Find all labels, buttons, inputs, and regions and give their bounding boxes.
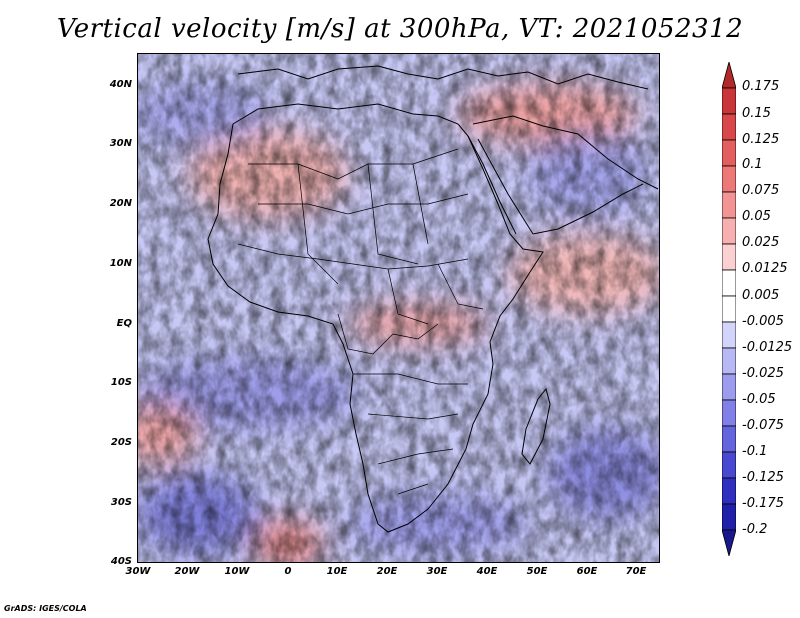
colorbar-segment-5	[722, 191, 736, 219]
colorbar-segment-18	[722, 529, 736, 556]
lat-label-30s: 30S	[110, 497, 132, 508]
colorbar-label-6: 0.025	[742, 235, 780, 250]
colorbar-label-11: -0.025	[742, 366, 784, 381]
colorbar-segment-8	[722, 269, 736, 297]
colorbar-segment-0	[722, 62, 736, 89]
lon-label-20w: 20W	[174, 566, 200, 577]
colorbar-segments	[722, 62, 736, 556]
red-sea-coast	[467, 135, 517, 235]
lon-label-50e: 50E	[526, 566, 548, 577]
colorbar-label-7: 0.0125	[742, 261, 788, 276]
colorbar-label-3: 0.1	[742, 157, 763, 172]
europe-coastline	[237, 65, 649, 90]
lon-label-20e: 20E	[376, 566, 398, 577]
lat-label-20s: 20S	[110, 437, 132, 448]
colorbar-segment-2	[722, 113, 736, 141]
madagascar	[521, 387, 551, 465]
lon-label-10e: 10E	[326, 566, 348, 577]
lat-label-40n: 40N	[109, 79, 132, 90]
lat-label-eq: EQ	[116, 318, 132, 329]
field-texture-red	[138, 54, 659, 562]
colorbar-label-13: -0.075	[742, 418, 784, 433]
colorbar-segment-1	[722, 87, 736, 115]
lon-label-10w: 10W	[224, 566, 250, 577]
lon-label-40e: 40E	[476, 566, 498, 577]
lon-label-70e: 70E	[625, 566, 647, 577]
colorbar-segment-9	[722, 295, 736, 323]
colorbar-segment-17	[722, 503, 736, 531]
lon-label-0: 0	[284, 566, 292, 577]
colorbar-segment-12	[722, 373, 736, 401]
lat-label-40s: 40S	[110, 556, 132, 567]
colorbar-segment-4	[722, 165, 736, 193]
country-borders	[237, 148, 484, 495]
arabia-coastline	[472, 115, 659, 235]
lat-label-10n: 10N	[109, 258, 132, 269]
colorbar-label-2: 0.125	[742, 132, 780, 147]
lon-label-60e: 60E	[576, 566, 598, 577]
colorbar-label-17: -0.2	[742, 522, 768, 537]
colorbar-segment-16	[722, 477, 736, 505]
map-canvas	[138, 54, 659, 562]
colorbar-label-0: 0.175	[742, 79, 780, 94]
lat-label-30n: 30N	[109, 138, 132, 149]
colorbar-segment-13	[722, 399, 736, 427]
colorbar-label-14: -0.1	[742, 444, 768, 459]
colorbar-segment-14	[722, 425, 736, 453]
colorbar-label-16: -0.175	[742, 496, 784, 511]
colorbar-label-8: 0.005	[742, 288, 780, 303]
africa-coastline	[207, 103, 544, 533]
colorbar-label-5: 0.05	[742, 209, 771, 224]
lon-label-30e: 30E	[426, 566, 448, 577]
credit-text: GrADS: IGES/COLA	[4, 604, 87, 613]
chart-title: Vertical velocity [m/s] at 300hPa, VT: 2…	[56, 14, 744, 44]
colorbar-segment-6	[722, 217, 736, 245]
colorbar-segment-3	[722, 139, 736, 167]
colorbar-label-15: -0.125	[742, 470, 784, 485]
colorbar-segment-10	[722, 321, 736, 349]
colorbar-label-10: -0.0125	[742, 340, 793, 355]
colorbar-segment-11	[722, 347, 736, 375]
colorbar-label-12: -0.05	[742, 392, 776, 407]
colorbar-label-1: 0.15	[742, 106, 771, 121]
colorbar-segment-15	[722, 451, 736, 479]
colorbar	[722, 62, 736, 556]
velocity-map	[137, 53, 660, 563]
lat-label-10s: 10S	[110, 377, 132, 388]
colorbar-label-9: -0.005	[742, 314, 784, 329]
colorbar-segment-7	[722, 243, 736, 271]
coastlines	[207, 65, 659, 533]
lon-label-30w: 30W	[125, 566, 151, 577]
colorbar-label-4: 0.075	[742, 183, 780, 198]
lat-label-20n: 20N	[109, 198, 132, 209]
